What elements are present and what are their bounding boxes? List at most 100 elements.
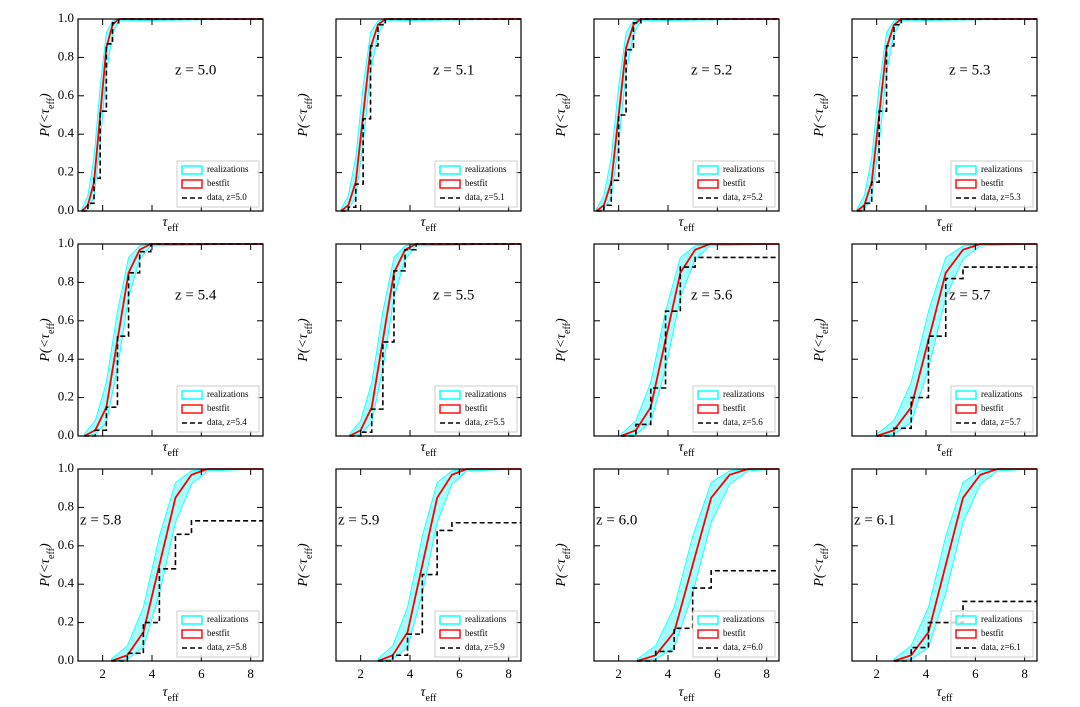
legend-swatch (955, 615, 977, 625)
axes-frame (593, 468, 780, 662)
x-axis-label: τeff (421, 215, 438, 234)
legend-label: realizations (723, 614, 765, 624)
realizations-band (377, 468, 522, 662)
bestfit-line (377, 468, 521, 662)
legend-swatch (181, 615, 203, 625)
y-label-sub: eff (46, 97, 57, 109)
legend-label: data, z=6.0 (723, 642, 763, 652)
y-label-end: ) (812, 318, 827, 324)
x-label-sub: eff (684, 448, 696, 459)
bestfit-line (340, 18, 521, 212)
legend-label: data, z=5.0 (207, 192, 247, 202)
legend-label: data, z=5.8 (207, 642, 247, 652)
legend-label: bestfit (981, 178, 1004, 188)
y-label-base: P(<τ (38, 333, 53, 363)
y-label-end: ) (554, 318, 569, 324)
realizations-band (893, 468, 1038, 662)
legend-swatch (697, 615, 719, 625)
legend-label: bestfit (207, 178, 230, 188)
y-label-end: ) (812, 543, 827, 549)
axes-frame (77, 468, 264, 662)
legend-swatch (955, 179, 977, 189)
bestfit-line (620, 243, 779, 437)
x-axis-label: τeff (679, 440, 696, 459)
x-axis-label: τeff (163, 215, 180, 234)
annotation: z = 5.1 (433, 62, 474, 78)
y-label-base: P(<τ (296, 558, 311, 588)
legend-label: bestfit (723, 403, 746, 413)
data-line (596, 18, 779, 212)
x-tick-label: 6 (198, 666, 205, 681)
legend-box (434, 385, 518, 433)
axes-frame (593, 243, 780, 437)
axes-frame (77, 18, 264, 212)
data-line (340, 18, 521, 212)
legend-label: realizations (465, 389, 507, 399)
legend-label: realizations (723, 389, 765, 399)
y-label-base: P(<τ (554, 558, 569, 588)
x-label-sub: eff (168, 448, 180, 459)
x-tick-label: 2 (873, 666, 880, 681)
y-label-end: ) (38, 93, 53, 99)
bestfit-line (893, 468, 1037, 662)
y-tick-label: 0.4 (58, 125, 75, 140)
y-tick-label: 0.2 (58, 389, 74, 404)
x-tick-label: 8 (505, 666, 512, 681)
legend-swatch (181, 404, 203, 414)
legend-label: realizations (981, 389, 1023, 399)
legend-swatch (955, 165, 977, 175)
axes-frame (851, 468, 1038, 662)
annotation: z = 5.3 (949, 62, 990, 78)
x-label-sub: eff (426, 448, 438, 459)
legend-box (176, 610, 260, 658)
x-tick-label: 6 (456, 666, 463, 681)
y-tick-label: 1.0 (58, 235, 74, 250)
legend-box (176, 385, 260, 433)
x-label-sub: eff (684, 223, 696, 234)
x-axis-label: τeff (421, 685, 438, 704)
bestfit-line (876, 243, 1037, 437)
y-axis-label: P(<τeff) (554, 318, 573, 363)
data-line (893, 600, 1037, 662)
realizations-band (349, 243, 522, 437)
y-axis-label: P(<τeff) (554, 93, 573, 138)
x-axis-label: τeff (421, 440, 438, 459)
x-axis-label: τeff (937, 215, 954, 234)
y-tick-label: 0.6 (58, 312, 75, 327)
y-axis-label: P(<τeff) (38, 93, 57, 138)
legend-swatch (439, 390, 461, 400)
legend-label: bestfit (207, 628, 230, 638)
legend-box (692, 385, 776, 433)
x-axis-label: τeff (679, 685, 696, 704)
x-tick-label: 4 (923, 666, 930, 681)
y-label-base: P(<τ (296, 108, 311, 138)
legend-swatch (697, 390, 719, 400)
legend-label: data, z=5.3 (981, 192, 1021, 202)
realizations-band (636, 468, 780, 662)
x-axis-label: τeff (937, 685, 954, 704)
y-label-sub: eff (562, 97, 573, 109)
legend-label: data, z=5.2 (723, 192, 763, 202)
legend-swatch (697, 404, 719, 414)
x-tick-label: 8 (763, 666, 770, 681)
axes-frame (593, 18, 780, 212)
data-line (377, 521, 521, 662)
realizations-band (340, 18, 522, 212)
x-tick-label: 2 (357, 666, 364, 681)
y-label-base: P(<τ (38, 108, 53, 138)
legend-label: data, z=6.1 (981, 642, 1021, 652)
axes-frame (335, 243, 522, 437)
x-axis-label: τeff (679, 215, 696, 234)
axes-frame (335, 468, 522, 662)
realizations-band (596, 18, 780, 212)
legend-label: data, z=5.1 (465, 192, 505, 202)
data-line (111, 520, 263, 662)
data-line (876, 266, 1037, 437)
bestfit-line (81, 18, 263, 212)
x-label-sub: eff (168, 223, 180, 234)
legend-swatch (439, 629, 461, 639)
